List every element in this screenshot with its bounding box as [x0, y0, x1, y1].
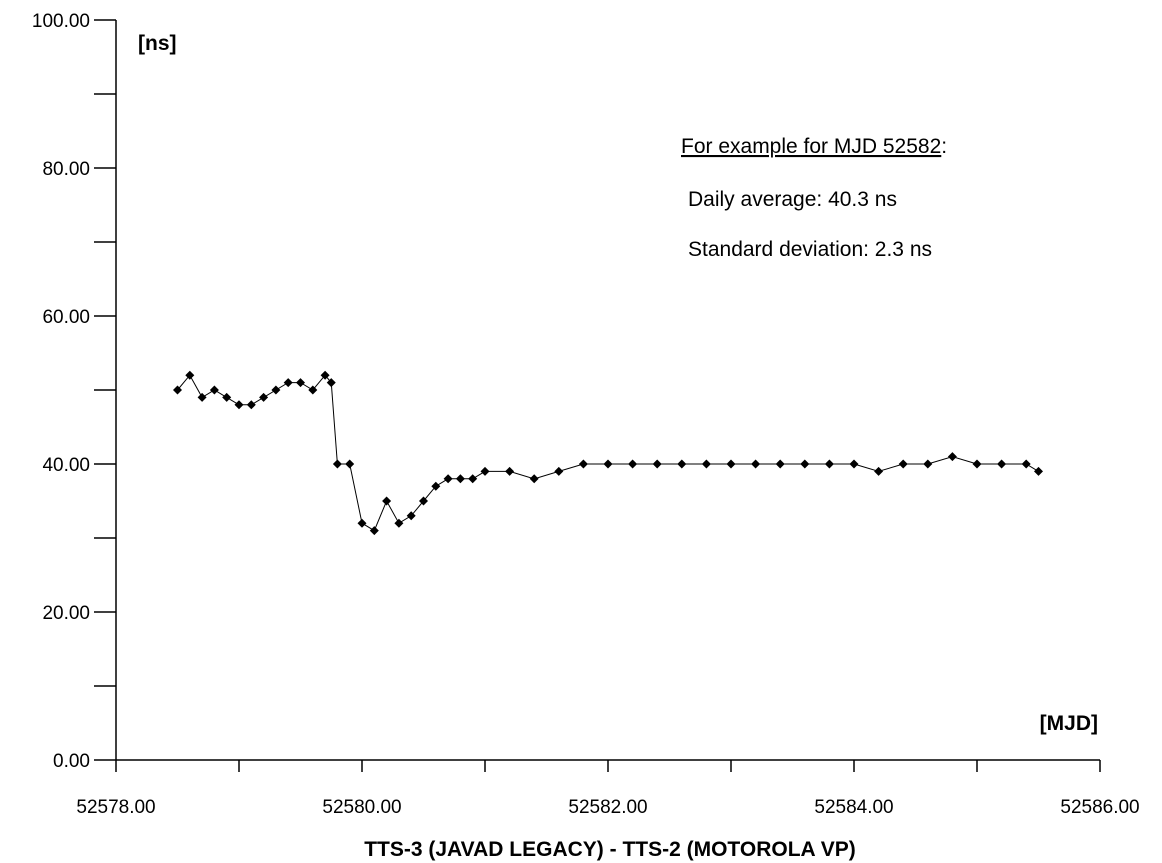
- data-point: [1034, 466, 1043, 476]
- data-point: [394, 518, 404, 528]
- annotation-heading: For example for MJD 52582: [681, 135, 941, 158]
- data-point: [578, 459, 588, 469]
- x-tick-label: 52584.00: [814, 797, 893, 818]
- data-point: [246, 400, 256, 410]
- y-tick-label: 20.00: [42, 603, 90, 624]
- y-axis-label: [ns]: [138, 32, 177, 55]
- data-point: [431, 481, 441, 491]
- data-point: [529, 474, 539, 484]
- y-tick-label: 0.00: [53, 751, 90, 772]
- data-point: [468, 474, 478, 484]
- data-point: [326, 378, 336, 388]
- data-point: [505, 466, 515, 476]
- data-point: [849, 459, 859, 469]
- x-axis-ticks: 52578.00 52580.00 52582.00 52584.00 52586.00: [76, 760, 1140, 818]
- data-point: [382, 496, 392, 506]
- data-point: [480, 466, 490, 476]
- y-axis-ticks: 0.00 20.00 40.00 60.00 80.00 100.00: [32, 11, 116, 772]
- series-line: [177, 374, 1039, 532]
- data-point: [824, 459, 834, 469]
- data-point: [345, 459, 355, 469]
- data-point: [972, 459, 982, 469]
- data-point: [775, 459, 785, 469]
- data-point: [751, 459, 761, 469]
- data-point: [320, 370, 330, 380]
- annotation-heading-suffix: :: [941, 135, 947, 158]
- annotation-daily-average: Daily average: 40.3 ns: [688, 188, 897, 211]
- series-group: [173, 370, 1043, 536]
- data-point: [197, 392, 207, 402]
- x-tick-label: 52582.00: [568, 797, 647, 818]
- data-point: [923, 459, 933, 469]
- data-point: [997, 459, 1007, 469]
- data-point: [898, 459, 908, 469]
- data-point: [234, 400, 244, 410]
- data-point: [947, 452, 957, 462]
- data-point: [628, 459, 638, 469]
- data-point: [726, 459, 736, 469]
- data-point: [222, 392, 232, 402]
- svg-text:For example for MJD 52582:: For example for MJD 52582:: [681, 135, 947, 158]
- data-point: [603, 459, 613, 469]
- data-point: [677, 459, 687, 469]
- data-point: [874, 466, 884, 476]
- data-point: [296, 378, 305, 388]
- data-point: [419, 496, 428, 506]
- y-tick-label: 60.00: [42, 307, 90, 328]
- data-point: [259, 392, 269, 402]
- x-axis-label: [MJD]: [1040, 712, 1098, 735]
- x-tick-label: 52578.00: [76, 797, 155, 818]
- annotation-standard-deviation: Standard deviation: 2.3 ns: [688, 238, 932, 261]
- y-tick-label: 40.00: [42, 455, 90, 476]
- data-point: [701, 459, 711, 469]
- data-point: [369, 526, 379, 536]
- data-point: [271, 385, 281, 395]
- data-point: [554, 466, 564, 476]
- data-point: [443, 474, 453, 484]
- data-point: [185, 370, 195, 380]
- data-point: [283, 378, 293, 388]
- data-point: [209, 385, 219, 395]
- data-point: [173, 385, 182, 395]
- axes: [115, 20, 1100, 761]
- data-point: [357, 518, 367, 528]
- y-tick-label: 80.00: [42, 159, 90, 180]
- data-point: [406, 511, 416, 521]
- data-point: [800, 459, 810, 469]
- data-point: [308, 385, 318, 395]
- data-point: [332, 459, 342, 469]
- annotation: For example for MJD 52582: Daily average…: [681, 135, 947, 261]
- x-tick-label: 52586.00: [1060, 797, 1139, 818]
- data-point: [652, 459, 662, 469]
- data-point: [455, 474, 465, 484]
- x-tick-label: 52580.00: [322, 797, 401, 818]
- y-tick-label: 100.00: [32, 11, 90, 32]
- chart-title: TTS-3 (JAVAD LEGACY) - TTS-2 (MOTOROLA V…: [364, 838, 856, 861]
- data-point: [1021, 459, 1031, 469]
